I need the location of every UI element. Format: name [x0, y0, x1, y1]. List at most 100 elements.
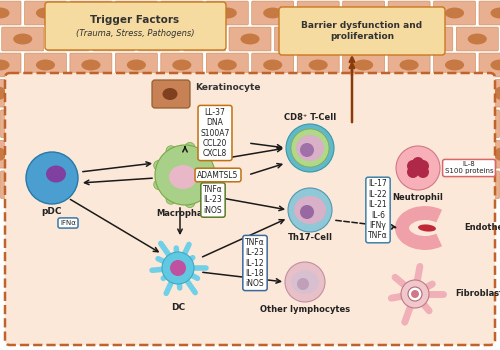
Ellipse shape: [34, 117, 44, 130]
FancyBboxPatch shape: [342, 1, 384, 25]
Circle shape: [166, 146, 176, 156]
Circle shape: [401, 280, 429, 308]
Text: IL-8
S100 proteins: IL-8 S100 proteins: [444, 161, 494, 175]
Circle shape: [286, 124, 334, 172]
FancyBboxPatch shape: [462, 79, 486, 107]
Circle shape: [154, 160, 164, 170]
FancyBboxPatch shape: [206, 53, 248, 77]
FancyBboxPatch shape: [479, 53, 500, 77]
FancyBboxPatch shape: [229, 27, 271, 51]
FancyBboxPatch shape: [116, 1, 158, 25]
Text: pDC: pDC: [42, 206, 62, 216]
FancyBboxPatch shape: [40, 140, 64, 168]
Ellipse shape: [8, 117, 18, 130]
FancyBboxPatch shape: [138, 27, 180, 51]
Circle shape: [202, 152, 211, 162]
FancyBboxPatch shape: [434, 53, 476, 77]
Ellipse shape: [172, 60, 192, 70]
FancyBboxPatch shape: [0, 79, 12, 107]
FancyBboxPatch shape: [436, 140, 460, 168]
Ellipse shape: [218, 60, 237, 70]
Text: IL-17
IL-22
IL-21
IL-6
IFNγ
TNFα: IL-17 IL-22 IL-21 IL-6 IFNγ TNFα: [368, 180, 388, 240]
Circle shape: [408, 287, 422, 301]
Circle shape: [412, 157, 424, 169]
FancyBboxPatch shape: [26, 110, 52, 138]
Circle shape: [162, 252, 194, 284]
Circle shape: [411, 290, 419, 298]
Ellipse shape: [418, 224, 436, 232]
FancyBboxPatch shape: [70, 1, 112, 25]
Ellipse shape: [442, 87, 454, 100]
Circle shape: [185, 197, 195, 208]
Ellipse shape: [263, 60, 282, 70]
Text: TNFα
IL-23
IL-12
IL-18
iNOS: TNFα IL-23 IL-12 IL-18 iNOS: [245, 238, 265, 288]
Ellipse shape: [468, 34, 487, 44]
Ellipse shape: [46, 87, 58, 100]
Ellipse shape: [172, 8, 192, 19]
FancyBboxPatch shape: [434, 1, 476, 25]
Ellipse shape: [34, 178, 44, 191]
Ellipse shape: [82, 8, 100, 19]
Text: Keratinocyte: Keratinocyte: [195, 84, 261, 92]
FancyBboxPatch shape: [448, 171, 473, 198]
Text: Neutrophil: Neutrophil: [392, 193, 444, 202]
Circle shape: [300, 143, 314, 157]
FancyBboxPatch shape: [388, 53, 430, 77]
Ellipse shape: [169, 165, 197, 189]
Ellipse shape: [494, 148, 500, 161]
FancyBboxPatch shape: [297, 1, 339, 25]
FancyBboxPatch shape: [0, 53, 21, 77]
Ellipse shape: [445, 60, 464, 70]
Ellipse shape: [354, 60, 373, 70]
Text: TNFα
IL-23
iNOS: TNFα IL-23 iNOS: [203, 185, 223, 215]
Ellipse shape: [195, 34, 214, 44]
Ellipse shape: [286, 34, 305, 44]
Text: Th17-Cell: Th17-Cell: [288, 233, 333, 243]
Ellipse shape: [82, 60, 100, 70]
Circle shape: [291, 129, 329, 167]
FancyBboxPatch shape: [26, 171, 52, 198]
Ellipse shape: [240, 34, 260, 44]
Ellipse shape: [127, 60, 146, 70]
Text: (Trauma, Stress, Pathogens): (Trauma, Stress, Pathogens): [76, 29, 194, 38]
Circle shape: [185, 142, 195, 153]
Text: DC: DC: [171, 303, 185, 313]
Ellipse shape: [294, 196, 326, 224]
FancyBboxPatch shape: [70, 53, 112, 77]
Circle shape: [26, 152, 78, 204]
FancyBboxPatch shape: [0, 1, 21, 25]
FancyBboxPatch shape: [14, 140, 38, 168]
Circle shape: [170, 260, 186, 276]
Ellipse shape: [400, 8, 418, 19]
Ellipse shape: [104, 34, 123, 44]
Circle shape: [202, 188, 211, 198]
Circle shape: [288, 188, 332, 232]
Circle shape: [300, 205, 314, 219]
FancyBboxPatch shape: [5, 73, 495, 345]
FancyBboxPatch shape: [92, 27, 134, 51]
FancyBboxPatch shape: [488, 79, 500, 107]
Ellipse shape: [127, 8, 146, 19]
Ellipse shape: [36, 8, 55, 19]
Circle shape: [208, 170, 218, 180]
Ellipse shape: [468, 87, 479, 100]
FancyBboxPatch shape: [456, 27, 498, 51]
Circle shape: [417, 160, 429, 172]
Ellipse shape: [494, 87, 500, 100]
Ellipse shape: [332, 34, 350, 44]
FancyBboxPatch shape: [474, 171, 500, 198]
Ellipse shape: [456, 117, 466, 130]
FancyBboxPatch shape: [45, 2, 226, 50]
Text: Other lymphocytes: Other lymphocytes: [260, 304, 350, 314]
Ellipse shape: [354, 8, 373, 19]
Ellipse shape: [36, 60, 55, 70]
FancyBboxPatch shape: [252, 53, 294, 77]
FancyBboxPatch shape: [0, 171, 25, 198]
FancyBboxPatch shape: [184, 27, 226, 51]
Ellipse shape: [442, 148, 454, 161]
Text: ADAMTSL5: ADAMTSL5: [198, 170, 238, 180]
Text: Fibroblast: Fibroblast: [455, 289, 500, 299]
Circle shape: [155, 145, 215, 205]
Ellipse shape: [263, 8, 282, 19]
Ellipse shape: [445, 8, 464, 19]
